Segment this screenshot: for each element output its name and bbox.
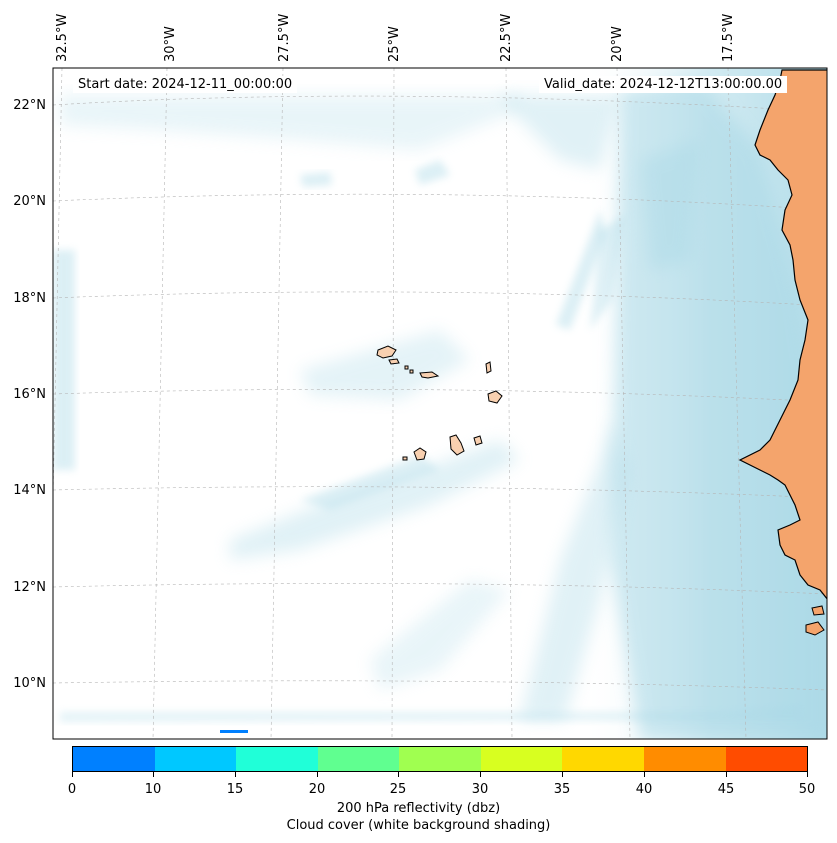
colorbar-sublabel: Cloud cover (white background shading) bbox=[286, 818, 551, 833]
lon-label-27-5w: 27.5°W bbox=[277, 13, 292, 62]
colorbar-label: 200 hPa reflectivity (dbz) bbox=[336, 801, 501, 816]
colorbar-segment bbox=[236, 747, 318, 771]
colorbar-tick: 50 bbox=[798, 782, 816, 797]
colorbar-tick: 45 bbox=[717, 782, 735, 797]
guinea-islands bbox=[805, 605, 825, 636]
lat-label-12n: 12°N bbox=[13, 580, 46, 595]
start-date-label: Start date: 2024-12-11_00:00:00 bbox=[73, 76, 298, 93]
africa-landmass bbox=[738, 69, 827, 600]
colorbar-tick: 20 bbox=[308, 782, 326, 797]
colorbar-tick: 10 bbox=[144, 782, 162, 797]
colorbar-segment bbox=[562, 747, 644, 771]
lon-label-32-5w: 32.5°W bbox=[55, 13, 70, 62]
colorbar-segment bbox=[643, 747, 726, 771]
lat-label-20n: 20°N bbox=[13, 194, 46, 209]
lon-label-30w: 30°W bbox=[163, 26, 178, 62]
colorbar-tick: 0 bbox=[67, 782, 77, 797]
lat-label-14n: 14°N bbox=[13, 483, 46, 498]
lat-label-22n: 22°N bbox=[13, 98, 46, 113]
lat-label-16n: 16°N bbox=[13, 387, 46, 402]
colorbar-tick: 35 bbox=[553, 782, 571, 797]
lat-label-18n: 18°N bbox=[13, 291, 46, 306]
colorbar-tick: 25 bbox=[389, 782, 407, 797]
colorbar-segment bbox=[399, 747, 481, 771]
reflectivity-echo bbox=[220, 730, 248, 733]
cape-verde-islands bbox=[376, 345, 503, 461]
colorbar-segment bbox=[154, 747, 237, 771]
colorbar bbox=[72, 746, 808, 772]
colorbar-segment bbox=[317, 747, 400, 771]
map-frame bbox=[52, 67, 828, 740]
colorbar-segment bbox=[73, 747, 155, 771]
lon-label-17-5w: 17.5°W bbox=[721, 13, 736, 62]
colorbar-tick: 30 bbox=[471, 782, 489, 797]
lon-label-25w: 25°W bbox=[387, 26, 402, 62]
valid-date-label: Valid_date: 2024-12-12T13:00:00.00 bbox=[539, 76, 788, 93]
lat-label-10n: 10°N bbox=[13, 676, 46, 691]
colorbar-tick: 40 bbox=[635, 782, 653, 797]
colorbar-segment bbox=[725, 747, 808, 771]
lon-label-22-5w: 22.5°W bbox=[499, 13, 514, 62]
colorbar-tick: 15 bbox=[226, 782, 244, 797]
cloud-cover-shading bbox=[53, 68, 827, 739]
gridlines bbox=[53, 68, 827, 739]
lon-label-20w: 20°W bbox=[610, 26, 625, 62]
colorbar-segment bbox=[480, 747, 563, 771]
